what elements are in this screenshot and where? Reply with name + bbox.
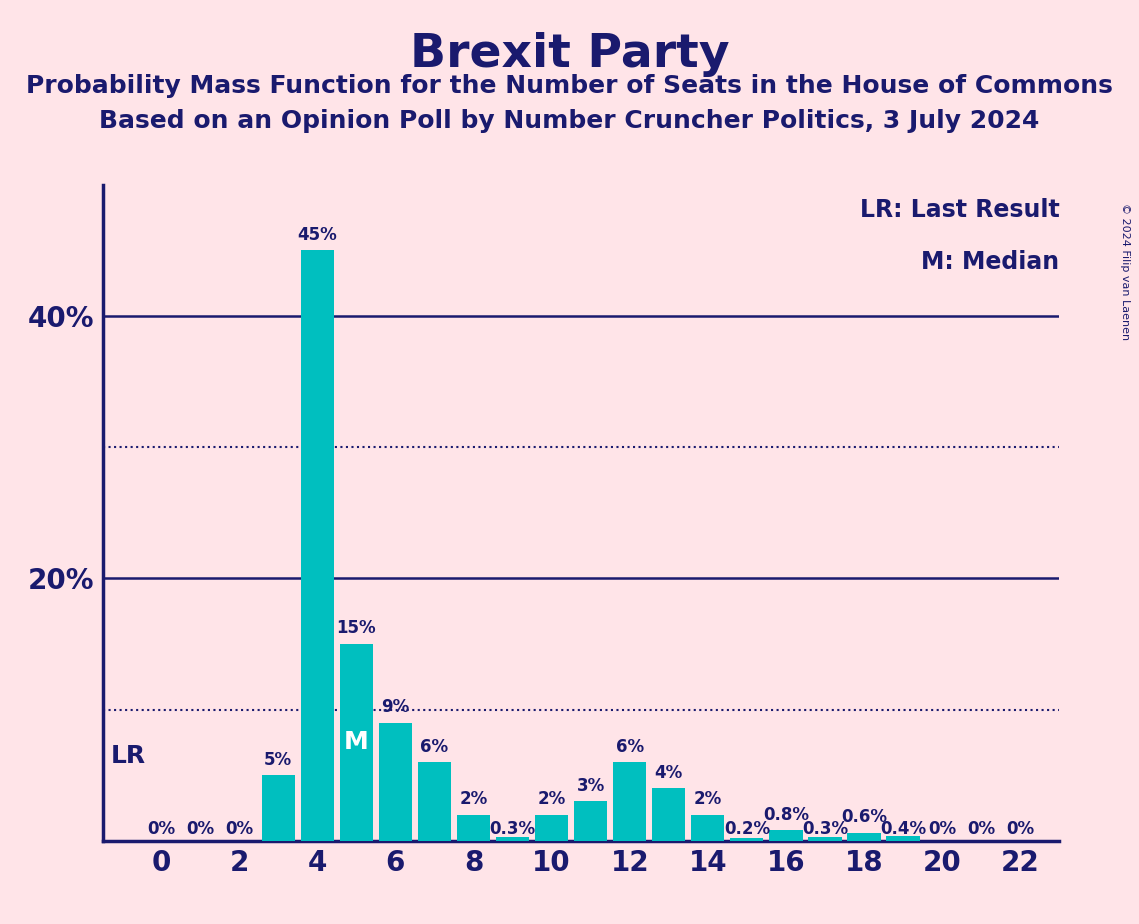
Text: 3%: 3%	[576, 777, 605, 795]
Text: 0%: 0%	[226, 820, 253, 837]
Bar	[535, 815, 568, 841]
Text: M: Median: M: Median	[921, 250, 1059, 274]
Bar	[691, 815, 724, 841]
Bar	[730, 838, 763, 841]
Text: 0.4%: 0.4%	[880, 820, 926, 837]
Text: 0%: 0%	[147, 820, 175, 837]
Bar	[809, 837, 842, 841]
Bar	[769, 831, 803, 841]
Text: M: M	[344, 731, 369, 754]
Text: LR: Last Result: LR: Last Result	[860, 198, 1059, 222]
Text: 15%: 15%	[336, 619, 376, 638]
Text: 0.3%: 0.3%	[802, 820, 849, 837]
Text: 0%: 0%	[967, 820, 995, 837]
Text: 0.2%: 0.2%	[723, 820, 770, 837]
Text: 4%: 4%	[655, 764, 683, 782]
Bar	[457, 815, 490, 841]
Text: 9%: 9%	[382, 699, 410, 716]
Text: 0%: 0%	[1006, 820, 1034, 837]
Bar	[495, 837, 530, 841]
Bar	[613, 762, 646, 841]
Text: Brexit Party: Brexit Party	[410, 32, 729, 78]
Bar	[847, 833, 880, 841]
Text: 2%: 2%	[459, 790, 487, 808]
Text: Based on an Opinion Poll by Number Cruncher Politics, 3 July 2024: Based on an Opinion Poll by Number Crunc…	[99, 109, 1040, 133]
Bar	[574, 801, 607, 841]
Text: 0.8%: 0.8%	[763, 806, 809, 824]
Bar	[262, 775, 295, 841]
Text: 0%: 0%	[928, 820, 956, 837]
Bar	[379, 723, 412, 841]
Text: 6%: 6%	[616, 737, 644, 756]
Text: 45%: 45%	[297, 225, 337, 244]
Text: Probability Mass Function for the Number of Seats in the House of Commons: Probability Mass Function for the Number…	[26, 74, 1113, 98]
Text: 0.6%: 0.6%	[841, 808, 887, 826]
Text: 2%: 2%	[538, 790, 566, 808]
Text: LR: LR	[110, 744, 146, 768]
Bar	[886, 835, 919, 841]
Bar	[653, 788, 686, 841]
Bar	[418, 762, 451, 841]
Text: 2%: 2%	[694, 790, 722, 808]
Bar	[301, 250, 334, 841]
Bar	[339, 644, 372, 841]
Text: 0%: 0%	[186, 820, 214, 837]
Text: 0.3%: 0.3%	[490, 820, 535, 837]
Text: © 2024 Filip van Laenen: © 2024 Filip van Laenen	[1121, 203, 1130, 340]
Text: 5%: 5%	[264, 750, 293, 769]
Text: 6%: 6%	[420, 737, 449, 756]
